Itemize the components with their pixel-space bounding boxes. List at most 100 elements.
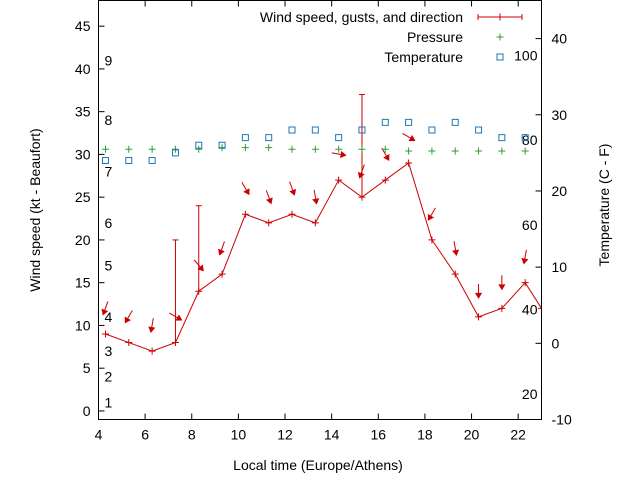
direction-arrow xyxy=(402,133,416,142)
direction-arrow xyxy=(452,241,460,256)
direction-arrow xyxy=(427,207,436,221)
temperature-point xyxy=(358,126,366,134)
temperature-point xyxy=(381,118,389,126)
wind-point xyxy=(428,236,436,244)
temperature-point xyxy=(405,118,413,126)
fahrenheit-label: 100 xyxy=(514,48,538,64)
y2-tick-label: -10 xyxy=(552,412,572,428)
fahrenheit-label: 20 xyxy=(522,386,538,402)
temperature-point xyxy=(475,126,483,134)
direction-arrow-head xyxy=(124,316,131,324)
legend-swatch-pressure xyxy=(496,33,504,41)
pressure-point xyxy=(428,147,436,155)
direction-arrow-head xyxy=(521,258,529,265)
temperature-point xyxy=(451,118,459,126)
pressure-point xyxy=(288,145,296,153)
direction-arrow-head xyxy=(148,326,156,333)
wind-point xyxy=(125,339,133,347)
beaufort-label: 6 xyxy=(105,215,113,231)
y-tick-label: 5 xyxy=(83,360,91,376)
x-tick-label: 14 xyxy=(324,427,340,443)
direction-arrow xyxy=(331,150,347,158)
temperature-point xyxy=(498,134,506,142)
direction-arrow-head xyxy=(101,308,109,316)
legend-label: Temperature xyxy=(384,49,463,65)
temperature-point xyxy=(311,126,319,134)
direction-arrow-head xyxy=(289,188,297,196)
direction-arrow-head xyxy=(383,154,390,161)
plot-frame xyxy=(98,0,542,420)
plot-area xyxy=(101,94,542,355)
direction-arrow xyxy=(169,312,183,321)
wind-point xyxy=(311,219,319,227)
beaufort-label: 1 xyxy=(105,394,113,410)
pressure-point xyxy=(475,147,483,155)
pressure-point xyxy=(335,145,343,153)
wind-point xyxy=(538,304,542,312)
wind-line xyxy=(105,162,542,352)
direction-arrow-head xyxy=(218,248,225,256)
pressure-series xyxy=(101,144,529,155)
wind-point xyxy=(241,210,249,218)
y-tick-label: 15 xyxy=(75,275,91,291)
beaufort-label: 5 xyxy=(105,258,113,274)
direction-arrow-head xyxy=(243,188,250,196)
pressure-point xyxy=(311,145,319,153)
temperature-point xyxy=(195,141,203,149)
legend-swatch-temperature xyxy=(496,53,504,61)
direction-arrow xyxy=(124,310,133,324)
pressure-point xyxy=(381,145,389,153)
direction-arrow-head xyxy=(175,314,183,321)
x-axis-label: Local time (Europe/Athens) xyxy=(233,457,403,473)
pressure-point xyxy=(195,145,203,153)
fahrenheit-label: 40 xyxy=(522,301,538,317)
beaufort-label: 4 xyxy=(105,309,113,325)
direction-arrow xyxy=(218,241,225,256)
temperature-point xyxy=(171,149,179,157)
beaufort-label: 3 xyxy=(105,343,113,359)
direction-arrow xyxy=(101,301,109,316)
y-axis-label: Wind speed (kt - Beaufort) xyxy=(27,128,43,291)
direction-arrow xyxy=(265,190,273,205)
x-tick-label: 4 xyxy=(95,427,103,443)
direction-arrow-head xyxy=(408,134,416,142)
temperature-point xyxy=(428,126,436,134)
direction-arrow xyxy=(148,318,156,333)
legend-label: Wind speed, gusts, and direction xyxy=(260,9,463,25)
temperature-series xyxy=(101,118,529,164)
direction-arrow-head xyxy=(452,249,460,256)
wind-point xyxy=(475,313,483,321)
pressure-point xyxy=(171,145,179,153)
temperature-point xyxy=(101,156,109,164)
beaufort-label: 8 xyxy=(105,112,113,128)
wind-point xyxy=(498,304,506,312)
fahrenheit-label: 60 xyxy=(522,217,538,233)
temperature-point xyxy=(148,156,156,164)
pressure-point xyxy=(241,144,249,152)
beaufort-label: 9 xyxy=(105,52,113,68)
direction-arrow-head xyxy=(312,198,320,205)
beaufort-label: 2 xyxy=(105,369,113,385)
legend: Wind speed, gusts, and direction Pressure… xyxy=(260,9,523,65)
fahrenheit-label: 80 xyxy=(522,132,538,148)
temperature-point xyxy=(218,141,226,149)
pressure-point xyxy=(358,145,366,153)
wind-point xyxy=(521,279,529,287)
pressure-point xyxy=(125,145,133,153)
temperature-point xyxy=(125,156,133,164)
temperature-point xyxy=(265,134,273,142)
wind-point xyxy=(451,270,459,278)
temperature-point xyxy=(521,134,529,142)
y-tick-label: 30 xyxy=(75,146,91,162)
direction-arrow-head xyxy=(474,292,483,299)
pressure-point xyxy=(451,147,459,155)
wind-point xyxy=(101,330,109,338)
direction-arrow xyxy=(381,147,390,161)
y2-tick-label: 30 xyxy=(552,107,568,123)
direction-arrow-head xyxy=(427,213,435,221)
wind-series xyxy=(101,94,542,355)
y-tick-label: 25 xyxy=(75,189,91,205)
x-tick-label: 6 xyxy=(141,427,149,443)
direction-arrow-head xyxy=(197,264,204,272)
